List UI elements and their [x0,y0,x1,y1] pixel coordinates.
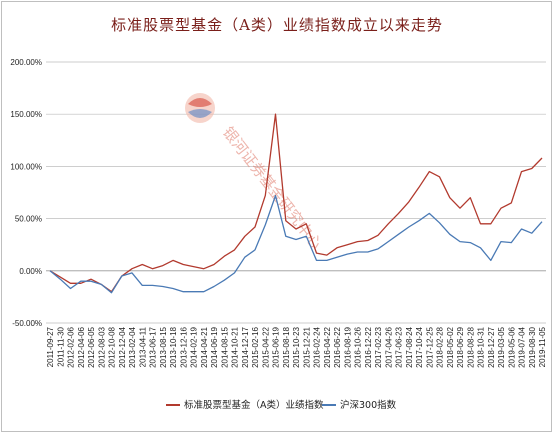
x-tick-label: 2019-07-04 [518,326,527,367]
y-tick-label: 50.00% [15,215,42,224]
y-tick-label: 0.00% [19,267,42,276]
x-tick-label: 2014-08-15 [220,326,229,367]
x-tick-label: 2018-12-27 [487,326,496,367]
x-tick-label: 2016-08-19 [343,326,352,367]
x-tick-label: 2015-10-23 [292,326,301,367]
x-tick-label: 2017-10-24 [415,326,424,367]
legend: 标准股票型基金（A类）业绩指数 沪深300指数 [166,399,397,411]
x-tick-label: 2012-10-08 [108,326,117,367]
grid-lines [46,61,546,324]
x-tick-label: 2014-06-19 [210,326,219,367]
x-tick-label: 2017-08-24 [405,326,414,367]
x-tick-label: 2015-12-21 [302,326,311,367]
x-tick-label: 2017-04-26 [384,326,393,367]
x-tick-label: 2017-02-23 [374,326,383,367]
x-tick-label: 2013-08-15 [159,326,168,367]
y-tick-label: -50.00% [12,319,42,328]
chart-title: 标准股票型基金（A类）业绩指数成立以来走势 [111,16,443,34]
x-tick-label: 2016-06-22 [333,326,342,367]
x-tick-label: 2013-12-16 [179,326,188,367]
x-tick-label: 2014-12-17 [241,326,250,367]
x-tick-label: 2013-06-17 [149,326,158,367]
x-tick-label: 2018-10-31 [477,326,486,367]
x-tick-label: 2013-02-04 [128,326,137,367]
x-tick-label: 2019-08-30 [528,326,537,367]
series-line-0 [49,113,543,293]
x-tick-label: 2019-05-06 [507,326,516,367]
x-tick-label: 2019-03-05 [497,326,506,367]
x-tick-label: 2012-04-06 [77,326,86,367]
x-tick-label: 2012-08-03 [97,326,106,367]
x-tick-label: 2012-06-05 [87,326,96,367]
x-tick-label: 2013-04-11 [138,326,147,367]
x-tick-label: 2015-06-19 [272,326,281,367]
x-tick-labels: 2011-09-27 2011-11-30 2012-02-06 2012-04-06… [46,326,547,367]
legend-label: 标准股票型基金（A类）业绩指数 [184,399,324,411]
x-tick-label: 2015-02-16 [251,326,260,367]
x-tick-label: 2017-06-23 [395,326,404,367]
y-tick-labels: -50.00% 0.00% 50.00% 100.00% 150.00% 200.00% [10,58,42,328]
x-tick-label: 2014-04-21 [200,326,209,367]
x-tick-label: 2015-08-18 [282,326,291,367]
x-tick-label: 2018-05-02 [446,326,455,367]
y-tick-label: 150.00% [10,110,42,119]
y-tick-label: 200.00% [10,58,42,67]
x-tick-label: 2012-02-06 [67,326,76,367]
x-tick-label: 2011-11-30 [56,326,65,366]
legend-label: 沪深300指数 [340,399,397,411]
x-tick-label: 2014-02-19 [190,326,199,367]
watermark-logo-icon [185,93,215,123]
x-tick-label: 2016-10-26 [354,326,363,367]
x-tick-label: 2019-11-05 [538,326,547,367]
series-line-1 [49,194,543,294]
x-tick-label: 2018-08-28 [466,326,475,367]
x-tick-label: 2017-12-25 [425,326,434,367]
x-tick-label: 2018-06-29 [456,326,465,367]
x-tick-label: 2018-02-28 [436,326,445,367]
x-tick-label: 2015-04-22 [261,326,270,367]
x-tick-label: 2011-09-27 [46,326,55,367]
x-tick-label: 2013-10-18 [169,326,178,367]
x-tick-label: 2014-10-21 [231,326,240,367]
y-tick-label: 100.00% [10,162,42,171]
x-tick-label: 2016-02-24 [313,326,322,367]
series-lines [49,113,543,294]
watermark: 银河证券基金研究中心 [185,93,325,253]
x-tick-label: 2016-04-22 [323,326,332,367]
x-tick-label: 2012-12-04 [118,326,127,367]
x-tick-label: 2016-12-22 [364,326,373,367]
